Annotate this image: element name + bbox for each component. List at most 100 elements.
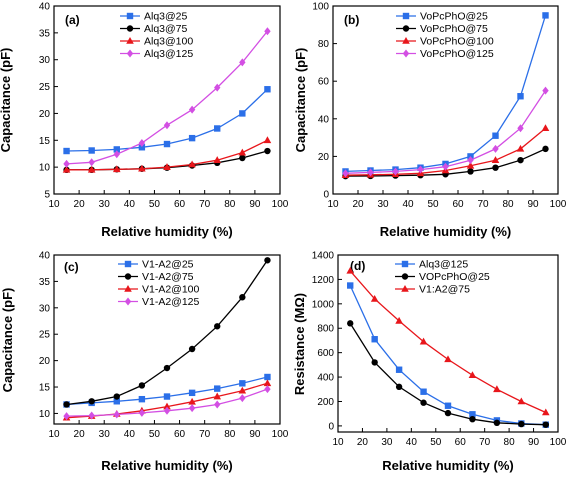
data-point [138, 382, 146, 389]
data-point [239, 58, 246, 67]
y-tick-label: 40 [39, 2, 51, 13]
data-point [493, 419, 501, 427]
data-point [469, 411, 476, 418]
data-point [88, 411, 95, 420]
data-point [263, 379, 272, 387]
y-tick-label: 1400 [312, 251, 335, 262]
data-point [214, 125, 221, 132]
chart-panel-4: 10 20 30 40 50 60 70 80 90 1000200400600800100012… [292, 251, 567, 474]
data-point [88, 158, 95, 167]
legend-label: VoPcPhO@100 [420, 36, 494, 48]
x-tick-label: 10 [327, 199, 339, 210]
data-point [493, 385, 501, 393]
legend-marker [401, 273, 409, 280]
plot-frame [53, 254, 281, 425]
x-tick-label: 50 [430, 437, 442, 448]
x-tick-label: 40 [124, 429, 136, 440]
series-1: V1-A2@25 [63, 259, 271, 408]
data-point [163, 406, 171, 415]
data-point [264, 385, 271, 394]
y-tick-label: 35 [39, 277, 51, 288]
data-point [542, 145, 549, 153]
series-4: Alq3@125 [63, 27, 271, 168]
data-point [420, 399, 427, 406]
legend-label: V1-A2@25 [142, 259, 194, 271]
y-tick-label: 0 [328, 421, 334, 432]
data-point [468, 371, 477, 379]
data-point [188, 105, 196, 114]
y-tick-label: 25 [39, 330, 51, 341]
data-point [163, 121, 171, 130]
x-tick-label: 40 [402, 199, 414, 210]
x-tick-label: 90 [528, 437, 540, 448]
x-tick-label: 20 [74, 429, 86, 440]
data-point [342, 169, 349, 178]
series-3: V1:A2@75 [346, 266, 550, 416]
y-tick-label: 600 [317, 348, 334, 359]
y-tick-label: 30 [39, 55, 51, 66]
x-tick-label: 90 [249, 429, 261, 440]
legend-marker [124, 260, 132, 268]
x-axis-label: Relative humidity (%) [382, 458, 513, 473]
x-tick-label: 60 [174, 429, 186, 440]
x-tick-label: 90 [527, 199, 539, 210]
data-point [163, 163, 171, 170]
data-point [188, 160, 196, 168]
x-tick-label: 50 [149, 429, 161, 440]
data-point [346, 266, 355, 274]
x-tick-label: 70 [199, 199, 211, 210]
panel-label: (b) [344, 13, 359, 27]
data-point [63, 412, 70, 421]
data-point [395, 366, 403, 373]
data-point [213, 156, 222, 163]
data-point [347, 282, 354, 289]
data-point [239, 380, 246, 387]
data-point [347, 320, 354, 327]
data-point [239, 394, 246, 403]
x-tick-label: 70 [199, 429, 211, 440]
legend-label: V1-A2@75 [142, 271, 194, 283]
chart-panel-2: 10 20 30 40 50 60 70 80 90 100 0 20 40 60 80 100 Relativ… [293, 2, 567, 240]
y-tick-label: 10 [39, 163, 51, 174]
legend-label: VOPcPhO@25 [419, 271, 490, 283]
data-point [517, 397, 526, 405]
series-line [349, 323, 546, 426]
data-point [371, 359, 378, 366]
x-tick-label: 30 [99, 199, 111, 210]
x-tick-label: 70 [479, 437, 491, 448]
x-axis-label: Relative humidity (%) [101, 224, 232, 239]
data-point [213, 392, 222, 400]
data-point [188, 389, 196, 397]
data-point [214, 400, 221, 409]
plot-frame [337, 254, 559, 433]
data-point [138, 395, 146, 403]
data-point [163, 393, 171, 400]
y-axis-label: Capacitance (pF) [0, 48, 13, 153]
legend-label: Alq3@125 [144, 48, 193, 60]
x-tick-label: 20 [357, 437, 369, 448]
data-point [367, 168, 374, 177]
x-tick-label: 10 [332, 437, 344, 448]
data-point [238, 148, 247, 156]
x-tick-label: 40 [406, 437, 418, 448]
y-axis-label: Capacitance (pF) [293, 48, 308, 153]
x-tick-label: 30 [381, 437, 393, 448]
legend-label: Alq3@75 [144, 23, 188, 35]
y-tick-label: 200 [317, 397, 334, 408]
data-point [188, 134, 196, 142]
chart-panel-3: 10 20 30 40 50 60 70 80 90 100 10 15 20 25 30 35 40 Relat… [0, 251, 289, 474]
panel-label: (c) [64, 260, 79, 274]
legend-marker [401, 285, 409, 292]
legend-label: Alq3@25 [144, 11, 188, 23]
legend-marker [124, 285, 132, 292]
legend-label: V1-A2@100 [142, 284, 200, 296]
data-point [113, 393, 120, 400]
data-point [264, 373, 271, 381]
series-3: Alq3@100 [62, 36, 272, 173]
y-axis-label: Resistance (MΩ) [292, 293, 307, 395]
x-tick-label: 20 [352, 199, 364, 210]
data-point [88, 398, 95, 405]
x-tick-label: 100 [272, 199, 289, 210]
x-tick-label: 100 [550, 437, 567, 448]
legend-marker [401, 260, 409, 268]
